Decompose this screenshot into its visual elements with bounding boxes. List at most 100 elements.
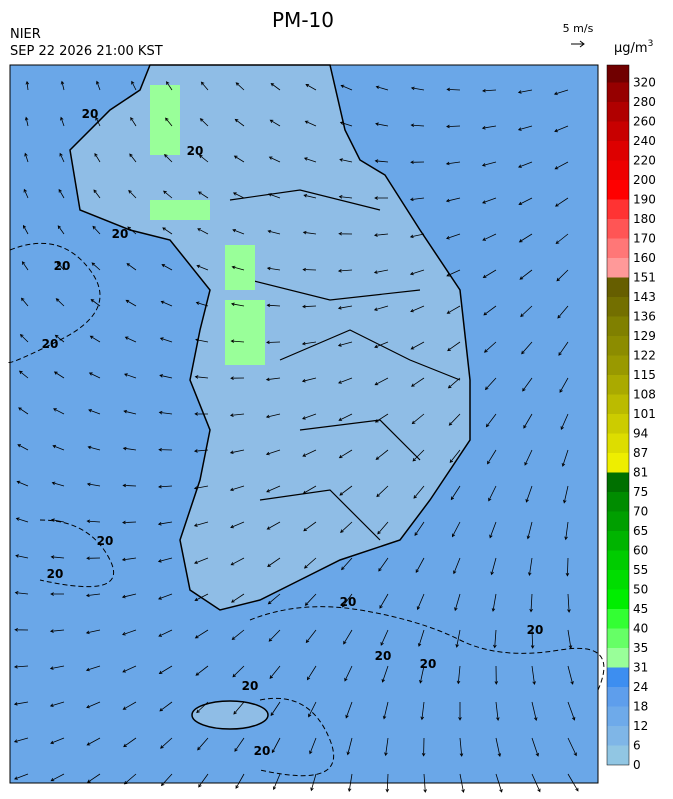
- contour-label: 20: [375, 649, 392, 663]
- wind-arrow: [452, 521, 461, 538]
- wind-arrow: [196, 264, 209, 271]
- unit: µg/m3: [614, 39, 653, 56]
- wind-arrow: [14, 591, 29, 595]
- color-swatch: [607, 472, 629, 492]
- wind-arrow: [305, 83, 317, 91]
- wind-arrow: [445, 161, 461, 166]
- color-swatch: [607, 316, 629, 336]
- wind-arrow: [411, 413, 425, 425]
- wind-arrow: [122, 701, 137, 710]
- wind-arrow: [53, 408, 65, 415]
- wind-arrow: [380, 629, 389, 646]
- wind-arrow: [17, 444, 29, 451]
- wind-arrow: [230, 302, 245, 307]
- wind-arrow: [567, 701, 576, 721]
- wind-arrow: [50, 592, 64, 596]
- map: 20 20 20 20 20 20 20 20 20 20 20 20 20: [8, 64, 605, 794]
- wind-arrow: [19, 334, 29, 343]
- wind-arrow: [488, 485, 497, 502]
- wind-arrow: [265, 413, 281, 419]
- wind-arrow: [95, 116, 101, 127]
- wind-arrow: [60, 80, 65, 91]
- wind-arrow: [130, 116, 137, 127]
- color-swatch: [607, 687, 629, 707]
- contour-label: 20: [54, 259, 71, 273]
- wind-arrow: [412, 449, 425, 462]
- wind-arrow: [458, 702, 462, 721]
- colorbar-label: 6: [633, 739, 641, 753]
- wind-arrow: [15, 554, 29, 559]
- wind-arrow: [60, 116, 65, 127]
- colorbar-label: 70: [633, 505, 648, 519]
- wind-arrow: [234, 737, 245, 752]
- wind-arrow: [15, 517, 29, 523]
- wind-arrow: [447, 341, 461, 352]
- wind-arrow: [377, 521, 389, 535]
- wind-arrow: [18, 407, 29, 415]
- wind-arrow: [194, 375, 209, 379]
- wind-arrow: [456, 665, 461, 685]
- colorbar-label: 200: [633, 173, 656, 187]
- colorbar-label: 31: [633, 661, 648, 675]
- wind-vectors: [13, 80, 579, 794]
- wind-arrow: [382, 701, 389, 720]
- wind-arrow: [272, 773, 281, 791]
- wind-arrow: [337, 269, 353, 273]
- wind-arrow: [59, 152, 65, 163]
- color-swatch: [607, 297, 629, 317]
- wind-arrow: [124, 373, 137, 379]
- wind-arrow: [86, 519, 101, 524]
- wind-arrow: [232, 192, 245, 199]
- wind-arrow: [158, 484, 173, 489]
- color-swatch: [607, 121, 629, 141]
- wind-arrow: [123, 737, 137, 748]
- colorbar-label: 87: [633, 446, 648, 460]
- contour-label: 20: [187, 144, 204, 158]
- wind-arrow: [554, 125, 569, 133]
- wind-arrow: [564, 521, 569, 541]
- wind-arrow: [495, 737, 502, 758]
- wind-arrow: [88, 409, 101, 415]
- colorbar-label: 115: [633, 368, 656, 382]
- colorbar-label: 108: [633, 388, 656, 402]
- color-swatch: [607, 199, 629, 219]
- colorbar-label: 260: [633, 115, 656, 129]
- wind-arrow: [567, 665, 574, 685]
- wind-arrow: [122, 665, 137, 673]
- wind-arrow: [553, 89, 569, 96]
- wind-arrow: [269, 665, 281, 679]
- wind-arrow: [482, 197, 497, 204]
- wind-arrow: [481, 125, 497, 130]
- wind-arrow: [410, 341, 425, 350]
- color-swatch: [607, 219, 629, 239]
- wind-arrow: [521, 341, 533, 355]
- wind-arrow: [86, 482, 101, 487]
- wind-arrow: [340, 521, 353, 533]
- wind-arrow: [85, 665, 101, 672]
- wind-arrow: [523, 413, 533, 429]
- colorbar-label: 280: [633, 95, 656, 109]
- color-swatch: [607, 102, 629, 122]
- wind-reference-label: 5 m/s: [563, 22, 594, 35]
- unit-exponent: 3: [648, 39, 654, 49]
- wind-arrow: [565, 557, 570, 577]
- wind-arrow: [162, 227, 173, 235]
- wind-arrow: [85, 593, 101, 598]
- wind-arrow: [158, 410, 173, 415]
- wind-arrow: [375, 85, 389, 91]
- wind-arrow: [193, 485, 209, 490]
- wind-arrow: [410, 305, 425, 313]
- wind-arrow: [53, 371, 65, 379]
- wind-arrow: [339, 485, 353, 496]
- wind-arrow: [122, 520, 137, 525]
- colorbar-label: 220: [633, 154, 656, 168]
- wind-arrow: [531, 665, 536, 686]
- wind-arrow: [128, 189, 137, 199]
- wind-arrow: [160, 737, 173, 749]
- color-swatch: [607, 531, 629, 551]
- wind-arrow: [49, 629, 65, 633]
- colorbar-label: 136: [633, 310, 656, 324]
- wind-arrow: [268, 629, 281, 642]
- colorbar-label: 50: [633, 583, 648, 597]
